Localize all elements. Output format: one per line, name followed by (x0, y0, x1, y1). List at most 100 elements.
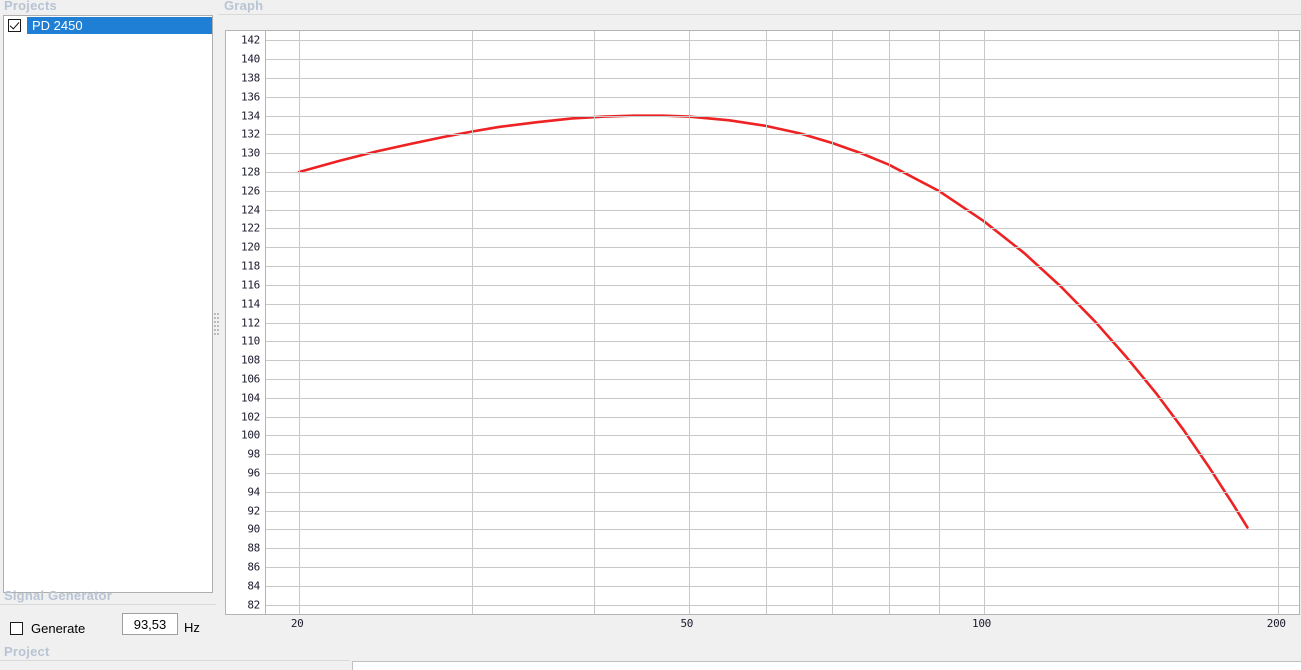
generate-checkbox[interactable] (10, 621, 23, 635)
y-axis-tick-label: 82 (247, 598, 260, 612)
projects-group-label: Projects (4, 0, 57, 13)
list-item[interactable]: PD 2450 (4, 16, 212, 35)
y-axis-tick-label: 130 (241, 146, 260, 160)
horizontal-gridline (266, 228, 1299, 230)
y-axis-tick-label: 104 (241, 391, 260, 405)
horizontal-gridline (266, 115, 1299, 117)
horizontal-gridline (266, 96, 1299, 98)
horizontal-gridline (266, 548, 1299, 550)
horizontal-gridline (266, 134, 1299, 136)
y-axis-tick-label: 96 (247, 466, 260, 480)
horizontal-gridline (266, 585, 1299, 587)
curve-svg (297, 114, 1249, 529)
y-axis-tick-label: 100 (241, 428, 260, 442)
horizontal-gridline (266, 435, 1299, 437)
vertical-gridline (831, 31, 833, 614)
horizontal-gridline (266, 266, 1299, 268)
vertical-gridline (983, 31, 985, 614)
vertical-gridline (938, 31, 940, 614)
signal-generator-divider (0, 604, 216, 605)
plot-area[interactable] (265, 31, 1299, 614)
y-axis-tick-label: 90 (247, 522, 260, 536)
horizontal-gridline (266, 529, 1299, 531)
horizontal-gridline (266, 604, 1299, 606)
horizontal-gridline (266, 491, 1299, 493)
y-axis-tick-label: 94 (247, 485, 260, 499)
horizontal-gridline (266, 341, 1299, 343)
horizontal-gridline (266, 153, 1299, 155)
y-axis-tick-label: 136 (241, 90, 260, 104)
data-series-line (297, 114, 1249, 529)
y-axis-tick-label: 114 (241, 297, 260, 311)
y-axis-tick-label: 134 (241, 109, 260, 123)
y-axis-tick-label: 108 (241, 353, 260, 367)
y-axis-tick-label: 118 (241, 259, 260, 273)
project-bottom-strip (352, 661, 1301, 670)
y-axis-tick-label: 120 (241, 240, 260, 254)
vertical-gridline (888, 31, 890, 614)
y-axis-tick-label: 106 (241, 372, 260, 386)
y-axis-tick-label: 112 (241, 316, 260, 329)
horizontal-gridline (266, 360, 1299, 362)
vertical-gridline (1278, 31, 1280, 614)
y-axis-tick-labels: 142 140 138 136 134 132 130 128 126 124 122 120 118 1… (226, 31, 264, 614)
y-axis-tick-label: 98 (247, 447, 260, 461)
generate-checkbox-row[interactable]: Generate (10, 616, 85, 640)
horizontal-gridline (266, 284, 1299, 286)
vertical-gridline (471, 31, 473, 614)
panel-splitter[interactable] (213, 15, 220, 593)
horizontal-gridline (266, 40, 1299, 42)
horizontal-gridline (266, 397, 1299, 399)
projects-list[interactable]: PD 2450 (3, 15, 213, 593)
horizontal-gridline (266, 416, 1299, 418)
vertical-gridline (766, 31, 768, 614)
horizontal-gridline (266, 78, 1299, 80)
y-axis-tick-label: 142 (241, 33, 260, 47)
y-axis-tick-label: 128 (241, 165, 260, 179)
horizontal-gridline (266, 209, 1299, 211)
y-axis-tick-label: 102 (241, 410, 260, 424)
horizontal-gridline (266, 566, 1299, 568)
vertical-gridline (688, 31, 690, 614)
x-axis-tick-label: 200 (1266, 617, 1286, 630)
horizontal-gridline (266, 190, 1299, 192)
y-axis-tick-label: 86 (247, 560, 260, 574)
signal-generator-group-label: Signal Generator (4, 588, 112, 603)
horizontal-gridline (266, 454, 1299, 456)
y-axis-tick-label: 126 (241, 184, 260, 198)
y-axis-tick-label: 84 (247, 579, 260, 593)
project-name: PD 2450 (27, 17, 212, 34)
y-axis-tick-label: 140 (241, 52, 260, 66)
frequency-unit-label: Hz (184, 620, 200, 635)
y-axis-tick-label: 88 (247, 541, 260, 555)
graph-panel: 142 140 138 136 134 132 130 128 126 124 122 120 118 1… (220, 17, 1301, 657)
x-axis-tick-label: 20 (290, 617, 304, 630)
y-axis-tick-label: 132 (241, 127, 260, 141)
graph-group-label: Graph (224, 0, 264, 13)
horizontal-gridline (266, 322, 1299, 324)
horizontal-gridline (266, 247, 1299, 249)
horizontal-gridline (266, 510, 1299, 512)
horizontal-gridline (266, 172, 1299, 174)
y-axis-tick-label: 138 (241, 71, 260, 85)
generate-label: Generate (31, 620, 86, 636)
x-axis-tick-label: 50 (680, 617, 694, 630)
y-axis-tick-label: 92 (247, 504, 260, 518)
horizontal-gridline (266, 59, 1299, 61)
project-checkbox[interactable] (8, 19, 21, 32)
y-axis-tick-label: 124 (241, 203, 260, 217)
project-divider (0, 660, 350, 661)
splitter-grip-icon (214, 311, 219, 347)
y-axis-tick-label: 110 (241, 334, 260, 348)
horizontal-gridline (266, 472, 1299, 474)
plot-frame[interactable]: 142 140 138 136 134 132 130 128 126 124 122 120 118 1… (225, 30, 1300, 615)
project-group-label: Project (4, 644, 50, 659)
y-axis-tick-label: 116 (241, 278, 260, 292)
y-axis-tick-label: 122 (241, 221, 260, 235)
vertical-gridline (299, 31, 301, 614)
frequency-input[interactable] (122, 613, 178, 635)
x-axis-tick-label: 100 (972, 617, 991, 630)
graph-divider (218, 14, 1301, 15)
x-axis-tick-labels: 20 50 100 200 (225, 617, 1300, 637)
